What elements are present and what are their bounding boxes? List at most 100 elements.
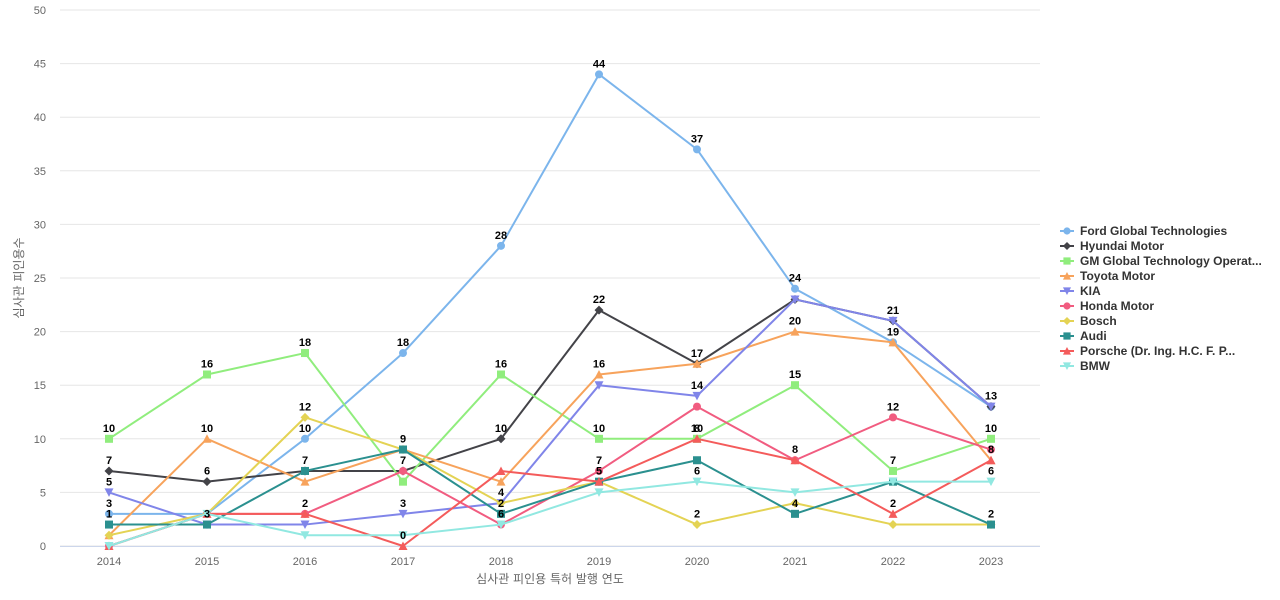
data-point [105, 434, 113, 443]
x-tick-label: 2019 [587, 556, 611, 568]
data-point [300, 509, 310, 518]
series-line [108, 298, 992, 526]
series-layer [104, 70, 996, 551]
data-point [791, 509, 799, 518]
data-label: 12 [299, 401, 311, 413]
legend-marker [1063, 257, 1071, 265]
data-label: 10 [691, 423, 703, 435]
y-tick-label: 50 [34, 5, 46, 17]
legend-item: Toyota Motor [1060, 269, 1155, 283]
data-point [105, 509, 113, 518]
y-axis-title: 심사관 피인용수 [12, 237, 26, 318]
data-label: 3 [106, 498, 112, 510]
y-tick-label: 0 [40, 541, 46, 553]
data-point [986, 402, 996, 412]
grid-lines [60, 9, 1040, 547]
data-point [497, 370, 505, 379]
x-tick-label: 2022 [881, 556, 905, 568]
y-axis-ticks: 0 5 10 15 20 25 30 35 40 45 50 [34, 5, 46, 553]
legend-marker [1062, 271, 1072, 280]
legend-label: Ford Global Technologies [1080, 224, 1227, 238]
data-point [987, 445, 995, 454]
series-line [108, 416, 992, 537]
data-label: 7 [302, 455, 308, 467]
data-label: 4 [792, 498, 799, 510]
data-point [398, 541, 408, 550]
series-0 [105, 70, 995, 518]
x-tick-label: 2014 [97, 556, 121, 568]
data-point [104, 530, 114, 540]
data-point [202, 434, 212, 443]
data-label: 19 [887, 326, 899, 338]
series-4 [104, 295, 996, 530]
data-label: 16 [201, 358, 213, 370]
data-point [301, 434, 309, 443]
legend-marker [1063, 332, 1071, 340]
legend-item: Porsche (Dr. Ing. H.C. F. P... [1060, 344, 1235, 358]
legend-label: Audi [1080, 329, 1107, 343]
x-tick-label: 2017 [391, 556, 415, 568]
data-point [692, 434, 702, 443]
series-line [108, 480, 992, 547]
data-point [202, 477, 212, 487]
legend-item: KIA [1060, 284, 1101, 298]
legend-item: Audi [1060, 329, 1107, 343]
x-tick-label: 2023 [979, 556, 1003, 568]
x-tick-label: 2016 [293, 556, 317, 568]
legend-marker [1062, 241, 1072, 251]
data-point [693, 402, 701, 411]
data-label: 44 [593, 58, 606, 70]
data-point [888, 316, 898, 326]
data-point [594, 381, 604, 390]
legend-marker [1062, 362, 1072, 371]
data-point [202, 509, 212, 519]
data-point [693, 456, 701, 465]
data-point [496, 477, 506, 486]
legend-item: Honda Motor [1060, 299, 1154, 313]
legend-item: BMW [1060, 359, 1111, 373]
data-point [790, 327, 800, 336]
data-point [399, 349, 407, 358]
data-label: 15 [789, 369, 801, 381]
data-point [594, 488, 604, 497]
data-point [300, 412, 310, 422]
x-tick-label: 2021 [783, 556, 807, 568]
data-label: 8 [792, 444, 798, 456]
data-point [888, 509, 898, 518]
series-line [108, 448, 992, 526]
data-point [692, 359, 702, 368]
data-label: 10 [299, 423, 311, 435]
data-label: 22 [593, 294, 605, 306]
data-point [889, 466, 897, 475]
data-point [987, 520, 995, 529]
data-label: 0 [400, 530, 406, 542]
data-point [987, 434, 995, 443]
legend-marker [1063, 302, 1071, 310]
data-label: 10 [495, 423, 507, 435]
data-label: 18 [397, 337, 409, 349]
data-point [594, 477, 604, 486]
legend-item: Bosch [1060, 314, 1117, 328]
legend-item: GM Global Technology Operat... [1060, 254, 1262, 268]
data-point [301, 466, 309, 475]
data-point [693, 145, 701, 154]
data-point [104, 466, 114, 476]
data-label: 17 [691, 348, 703, 360]
data-label: 2 [694, 509, 700, 521]
data-label: 12 [887, 401, 899, 413]
legend-label: Honda Motor [1080, 299, 1154, 313]
series-1 [104, 294, 996, 487]
data-label: 7 [400, 455, 406, 467]
legend-marker [1062, 316, 1072, 326]
x-axis-title: 심사관 피인용 특허 발행 연도 [476, 571, 624, 586]
data-label: 20 [789, 316, 801, 328]
data-label: 6 [204, 466, 210, 478]
data-point [790, 498, 800, 508]
data-point [301, 349, 309, 358]
legend-label: GM Global Technology Operat... [1080, 254, 1262, 268]
data-label: 2 [890, 498, 896, 510]
data-label: 2 [498, 498, 504, 510]
x-tick-label: 2015 [195, 556, 219, 568]
